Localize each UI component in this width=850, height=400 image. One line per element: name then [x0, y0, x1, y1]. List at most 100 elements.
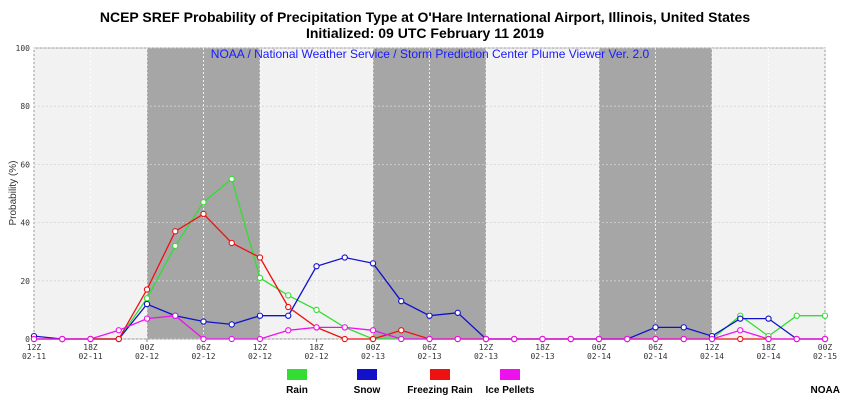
data-point-freezing-rain	[285, 303, 292, 311]
legend-label-rain: Rain	[286, 385, 308, 396]
x-tick-label-hour: 18Z	[83, 343, 98, 352]
x-axis: 12Z02-1118Z02-1100Z02-1206Z02-1212Z02-12…	[22, 339, 837, 361]
data-point-ice-pellets	[172, 312, 179, 319]
data-point-ice-pellets	[285, 327, 292, 334]
x-tick-label-date: 02-14	[700, 352, 724, 361]
data-point-snow	[143, 300, 151, 308]
data-point-freezing-rain	[115, 335, 122, 343]
data-point-freezing-rain	[172, 228, 179, 235]
series-ice-pellets	[30, 312, 829, 343]
data-point-freezing-rain	[398, 327, 405, 334]
data-point-snow	[228, 321, 235, 328]
x-tick-label-date: 02-11	[78, 352, 102, 361]
y-tick-label: 80	[20, 102, 30, 111]
y-tick-label: 60	[20, 160, 30, 169]
data-point-ice-pellets	[765, 335, 772, 343]
x-tick-label-date: 02-12	[191, 352, 215, 361]
data-point-freezing-rain	[200, 210, 207, 218]
data-point-ice-pellets	[511, 335, 518, 343]
legend-label-freezing-rain: Freezing Rain	[407, 385, 473, 396]
x-tick-label-hour: 06Z	[648, 343, 663, 352]
x-tick-label-hour: 00Z	[818, 343, 833, 352]
data-point-snow	[313, 263, 320, 270]
data-point-ice-pellets	[200, 335, 207, 343]
inner-title: NOAA / National Weather Service / Storm …	[211, 47, 650, 61]
data-point-ice-pellets	[680, 335, 687, 343]
data-point-freezing-rain	[737, 335, 744, 343]
x-tick-label-date: 02-14	[643, 352, 667, 361]
data-point-rain	[793, 312, 800, 319]
x-tick-label-hour: 18Z	[535, 343, 550, 352]
y-tick-label: 100	[16, 44, 31, 53]
data-point-ice-pellets	[369, 327, 377, 334]
y-tick-label: 20	[20, 277, 30, 286]
data-point-snow	[454, 309, 461, 316]
data-point-freezing-rain	[143, 286, 151, 293]
data-point-ice-pellets	[115, 327, 122, 334]
data-point-snow	[200, 318, 207, 325]
data-point-ice-pellets	[30, 335, 38, 343]
x-tick-label-date: 02-13	[474, 352, 498, 361]
x-tick-label-date: 02-12	[304, 352, 328, 361]
data-point-ice-pellets	[624, 335, 631, 343]
y-tick-label: 40	[20, 219, 30, 228]
x-tick-label-hour: 12Z	[253, 343, 268, 352]
data-point-ice-pellets	[652, 335, 659, 343]
x-tick-label-hour: 00Z	[140, 343, 155, 352]
x-tick-label-date: 02-14	[587, 352, 611, 361]
legend-swatch-ice-pellets	[500, 369, 520, 380]
data-point-ice-pellets	[59, 335, 66, 343]
data-point-snow	[256, 312, 264, 319]
data-point-ice-pellets	[398, 335, 405, 343]
data-point-rain	[313, 306, 320, 314]
data-point-ice-pellets	[256, 335, 264, 343]
y-axis-label: Probability (%)	[8, 160, 19, 225]
data-point-snow	[285, 312, 292, 319]
data-point-snow	[369, 260, 377, 267]
x-tick-label-date: 02-11	[22, 352, 46, 361]
data-point-rain	[200, 199, 207, 206]
data-point-ice-pellets	[737, 327, 744, 334]
data-point-rain	[256, 274, 264, 282]
data-point-snow	[765, 315, 772, 322]
data-point-snow	[426, 312, 433, 319]
data-point-rain	[821, 312, 829, 319]
legend-swatch-snow	[357, 369, 377, 380]
data-point-snow	[680, 324, 687, 331]
chart-subtitle: Initialized: 09 UTC February 11 2019	[306, 25, 544, 41]
data-point-rain	[285, 292, 292, 299]
data-point-ice-pellets	[482, 335, 490, 343]
data-point-ice-pellets	[87, 335, 94, 343]
x-tick-label-date: 02-13	[530, 352, 554, 361]
x-tick-label-date: 02-13	[361, 352, 385, 361]
data-point-freezing-rain	[341, 335, 348, 343]
data-point-freezing-rain	[256, 254, 264, 261]
data-point-ice-pellets	[313, 324, 320, 331]
credit-label: NOAA	[811, 385, 840, 396]
legend-label-ice-pellets: Ice Pellets	[486, 385, 535, 396]
x-tick-label-date: 02-15	[813, 352, 837, 361]
x-tick-label-date: 02-12	[248, 352, 272, 361]
x-tick-label-hour: 18Z	[309, 343, 324, 352]
data-point-ice-pellets	[454, 335, 461, 343]
data-point-ice-pellets	[539, 335, 546, 343]
data-point-rain	[172, 242, 179, 250]
legend: Rain Snow Freezing Rain Ice Pellets	[286, 369, 535, 396]
x-tick-label-hour: 12Z	[479, 343, 494, 352]
data-point-rain	[143, 295, 151, 302]
x-tick-label-hour: 18Z	[761, 343, 776, 352]
x-tick-label-hour: 12Z	[27, 343, 42, 352]
data-point-snow	[737, 315, 744, 322]
chart-title: NCEP SREF Probability of Precipitation T…	[100, 9, 750, 25]
data-point-ice-pellets	[143, 315, 151, 322]
y-tick-label: 0	[25, 335, 30, 344]
data-point-ice-pellets	[341, 324, 348, 331]
x-tick-label-hour: 00Z	[592, 343, 607, 352]
data-point-ice-pellets	[708, 335, 716, 343]
series-group	[30, 175, 829, 343]
data-point-ice-pellets	[426, 335, 433, 343]
data-point-freezing-rain	[369, 335, 377, 343]
data-point-rain	[228, 175, 235, 183]
legend-label-snow: Snow	[354, 385, 381, 396]
